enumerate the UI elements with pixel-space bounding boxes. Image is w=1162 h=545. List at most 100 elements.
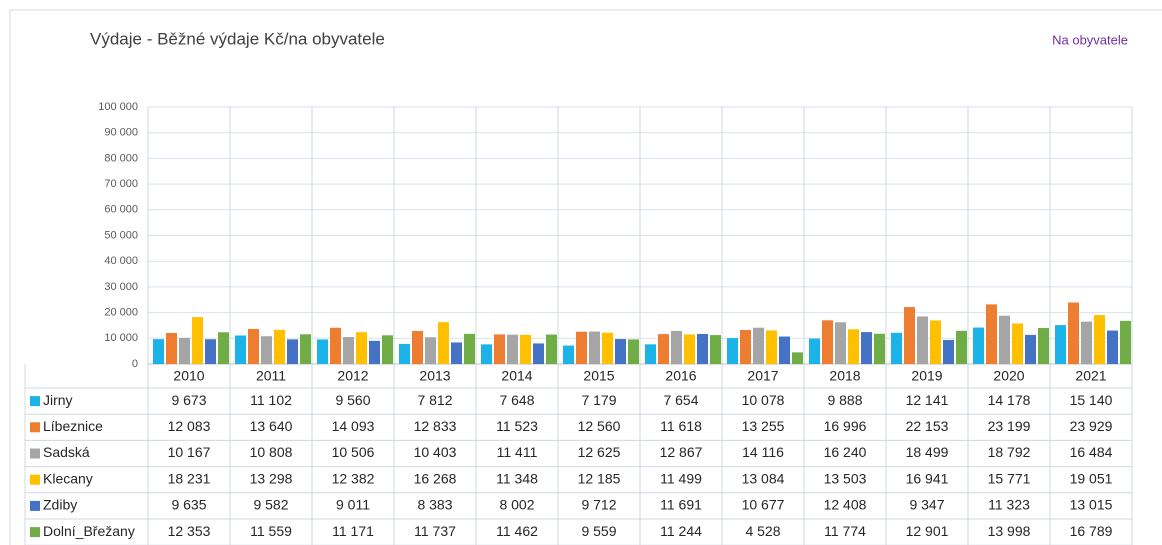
table-cell: 7 812: [417, 392, 452, 408]
table-cell: 12 141: [906, 392, 949, 408]
table-cell: 13 084: [742, 470, 785, 486]
table-cell: 9 560: [335, 392, 370, 408]
table-cell: 16 268: [414, 470, 457, 486]
table-cell: 10 506: [332, 444, 375, 460]
table-cell: 14 093: [332, 418, 375, 434]
table-cell: 7 654: [663, 392, 698, 408]
bar: [615, 339, 626, 364]
table-cell: 11 737: [414, 523, 456, 539]
table-cell: 11 323: [988, 497, 1030, 513]
bar: [1012, 323, 1023, 364]
legend-label: Sadská: [43, 444, 90, 460]
legend-label: Klecany: [43, 470, 93, 486]
bar: [1038, 328, 1049, 364]
table-cell: 10 078: [742, 392, 785, 408]
table-cell: 11 691: [660, 497, 702, 513]
bar: [779, 336, 790, 364]
bar: [697, 333, 708, 364]
x-tick-label: 2013: [419, 368, 450, 384]
bar: [753, 327, 764, 364]
table-cell: 16 240: [824, 444, 867, 460]
table-cell: 12 901: [906, 523, 949, 539]
table-cell: 14 116: [742, 444, 784, 460]
legend-label: Jirny: [43, 392, 73, 408]
y-tick-label: 80 000: [104, 152, 138, 164]
bar: [809, 338, 820, 364]
bar: [835, 322, 846, 364]
bar: [684, 334, 695, 364]
x-tick-label: 2010: [173, 368, 204, 384]
bar: [917, 316, 928, 364]
y-tick-label: 70 000: [104, 178, 138, 190]
x-tick-label: 2012: [337, 368, 368, 384]
bar: [1094, 315, 1105, 364]
table-cell: 11 244: [660, 523, 702, 539]
table-cell: 19 051: [1070, 470, 1113, 486]
x-tick-label: 2020: [993, 368, 1024, 384]
legend-swatch: [30, 448, 40, 459]
bar: [602, 332, 613, 364]
x-tick-label: 2017: [747, 368, 778, 384]
x-tick-label: 2018: [829, 368, 860, 384]
bar: [438, 322, 449, 364]
bar: [999, 315, 1010, 364]
bar: [861, 332, 872, 364]
bar: [166, 332, 177, 364]
legend-swatch: [30, 527, 40, 538]
table-cell: 9 559: [581, 523, 616, 539]
chart-title: Výdaje - Běžné výdaje Kč/na obyvatele: [90, 29, 385, 48]
bar: [218, 332, 229, 364]
table-cell: 10 403: [414, 444, 457, 460]
table-cell: 12 560: [578, 418, 621, 434]
bar: [179, 337, 190, 364]
bar: [356, 332, 367, 364]
bar: [1107, 330, 1118, 364]
bar: [235, 335, 246, 364]
table-cell: 11 102: [250, 392, 292, 408]
y-tick-label: 0: [132, 358, 138, 370]
legend-swatch: [30, 396, 40, 407]
bar: [727, 338, 738, 364]
table-cell: 4 528: [745, 523, 780, 539]
bar: [507, 334, 518, 364]
table-cell: 9 673: [171, 392, 206, 408]
table-cell: 16 996: [824, 418, 867, 434]
table-cell: 8 002: [499, 497, 534, 513]
bar: [464, 333, 475, 364]
table-cell: 12 867: [660, 444, 703, 460]
x-tick-label: 2021: [1075, 368, 1106, 384]
table-cell: 11 411: [497, 444, 538, 460]
table-cell: 13 998: [988, 523, 1031, 539]
table-cell: 18 792: [988, 444, 1031, 460]
y-tick-label: 40 000: [104, 255, 138, 267]
bar: [274, 329, 285, 364]
y-tick-label: 30 000: [104, 281, 138, 293]
bar: [891, 332, 902, 364]
bar: [956, 330, 967, 364]
table-cell: 14 178: [988, 392, 1031, 408]
bar: [986, 304, 997, 364]
table-cell: 9 582: [253, 497, 288, 513]
table-cell: 12 382: [332, 470, 375, 486]
table-cell: 15 140: [1070, 392, 1113, 408]
x-tick-label: 2014: [501, 368, 532, 384]
bar: [343, 336, 354, 364]
table-cell: 11 774: [824, 523, 866, 539]
table-cell: 9 011: [336, 497, 370, 513]
table-cell: 11 462: [496, 523, 538, 539]
bar: [658, 334, 669, 364]
table-cell: 11 618: [660, 418, 702, 434]
table-cell: 12 408: [824, 497, 867, 513]
table-cell: 23 199: [988, 418, 1031, 434]
legend-label: Dolní_Břežany: [43, 523, 135, 539]
table-cell: 9 888: [827, 392, 862, 408]
bar: [425, 337, 436, 364]
table-cell: 15 771: [988, 470, 1031, 486]
table-cell: 12 185: [578, 470, 621, 486]
table-cell: 13 015: [1070, 497, 1113, 513]
bar: [671, 330, 682, 364]
y-tick-label: 10 000: [104, 332, 138, 344]
x-tick-label: 2015: [583, 368, 614, 384]
bar: [930, 320, 941, 364]
x-tick-label: 2011: [256, 368, 286, 384]
